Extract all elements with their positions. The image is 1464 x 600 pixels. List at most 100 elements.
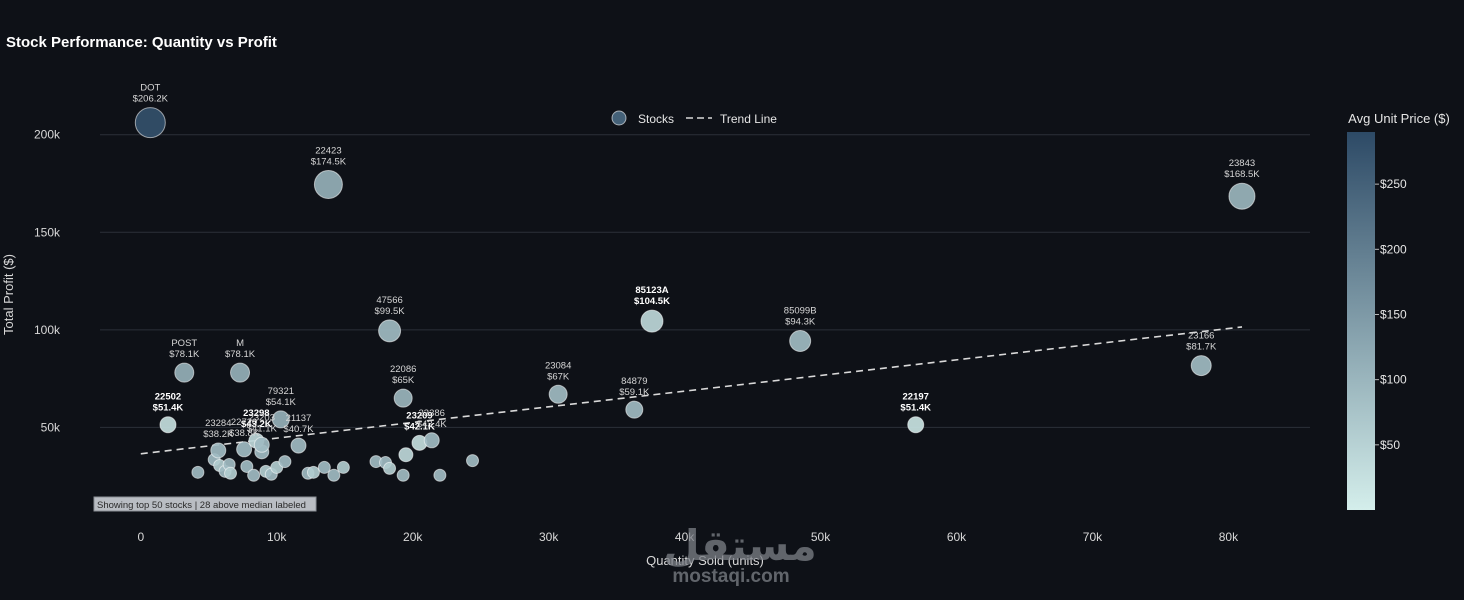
x-tick-label: 30k	[539, 530, 559, 544]
point-value-label: $43.2K	[241, 419, 272, 430]
y-tick-label: 50k	[41, 420, 61, 434]
data-point	[253, 436, 270, 453]
legend-label-stocks: Stocks	[638, 112, 674, 126]
data-point	[247, 468, 261, 482]
data-point	[236, 441, 253, 458]
point-code-label: M	[236, 338, 244, 349]
y-tick-label: 100k	[34, 323, 61, 337]
point-code-label: 22086	[390, 364, 416, 375]
point-value-label: $174.5K	[311, 156, 347, 167]
x-tick-label: 10k	[267, 530, 287, 544]
data-point	[191, 465, 205, 479]
point-code-label: 23203	[249, 412, 275, 423]
colorbar-strip	[1347, 132, 1375, 510]
y-tick-label: 150k	[34, 225, 61, 239]
x-tick-label: 50k	[811, 530, 831, 544]
trend-line	[140, 326, 1243, 455]
point-value-label: $38.2K	[203, 429, 234, 440]
data-point	[134, 107, 166, 139]
points-group	[134, 107, 1256, 482]
data-point	[466, 454, 480, 468]
point-value-label: $81.7K	[1186, 342, 1217, 353]
point-code-label: 23284	[205, 418, 231, 429]
data-point	[313, 169, 343, 199]
data-point	[396, 468, 410, 482]
data-point	[336, 460, 350, 474]
point-value-label: $67K	[547, 371, 570, 382]
point-value-label: $43.4K	[417, 419, 448, 430]
colorbar-tick-label: $150	[1380, 307, 1407, 321]
colorbar-tick-label: $200	[1380, 242, 1407, 256]
colorbar: Avg Unit Price ($) $50 $100 $150 $200 $250	[1347, 111, 1450, 510]
chart-title: Stock Performance: Quantity vs Profit	[6, 34, 277, 51]
colorbar-tick-label: $100	[1380, 373, 1407, 387]
x-tick-label: 40k	[675, 530, 695, 544]
data-point	[907, 416, 925, 434]
point-value-label: $54.1K	[266, 397, 297, 408]
point-value-label: $41.1K	[247, 423, 278, 434]
data-point	[789, 329, 812, 352]
data-point	[174, 362, 195, 383]
colorbar-title: Avg Unit Price ($)	[1348, 111, 1450, 126]
point-labels-group: DOT$206.2K 22423$174.5K 23843$168.5K 85123A…	[133, 83, 1261, 440]
point-code-label: 23386	[419, 408, 445, 419]
colorbar-tick-label: $250	[1380, 177, 1407, 191]
point-value-label: $65K	[392, 375, 415, 386]
data-point	[317, 460, 331, 474]
data-point	[306, 465, 320, 479]
point-value-label: $59.1K	[619, 387, 650, 398]
data-point	[159, 416, 177, 434]
watermark-latin: mostaqi.com	[672, 566, 789, 587]
x-axis-title: Quantity Sold (units)	[646, 553, 764, 568]
annotation-text: Showing top 50 stocks | 28 above median …	[97, 500, 306, 511]
y-tick-label: 200k	[34, 128, 61, 142]
legend[interactable]: Stocks Trend Line	[611, 110, 777, 126]
data-point	[378, 319, 402, 343]
data-point	[1228, 182, 1256, 210]
point-value-label: $40.7K	[283, 424, 314, 435]
x-tick-label: 0	[137, 530, 144, 544]
point-code-label: 21137	[286, 413, 312, 424]
point-code-label: 85123A	[635, 285, 668, 296]
point-code-label: DOT	[140, 83, 160, 94]
point-code-label: 23298	[243, 408, 269, 419]
data-point	[433, 468, 447, 482]
watermark-arabic: مستقل	[663, 522, 817, 569]
gridlines	[100, 134, 1310, 428]
point-value-label: $94.3K	[785, 316, 816, 327]
annotation-background	[93, 496, 317, 512]
point-code-label: POST	[171, 338, 197, 349]
data-point	[278, 455, 292, 469]
point-code-label: 79321	[268, 386, 294, 397]
legend-label-trend: Trend Line	[720, 112, 777, 126]
point-value-label: $78.1K	[169, 349, 200, 360]
data-point	[625, 400, 644, 419]
data-point	[224, 466, 238, 480]
point-code-label: 22502	[155, 392, 181, 403]
data-point	[640, 309, 664, 333]
axes-group: 50k 100k 150k 200k 0 10k 20k 30k 40k 50k 60k 70k 80k…	[1, 128, 1239, 568]
y-axis-title: Total Profit ($)	[1, 254, 16, 335]
point-value-label: $38.8K	[229, 428, 260, 439]
point-code-label: 23209	[406, 410, 432, 421]
point-value-label: $51.4K	[153, 403, 184, 414]
x-tick-label: 20k	[403, 530, 423, 544]
x-tick-label: 80k	[1219, 530, 1239, 544]
point-code-label: 84879	[621, 376, 647, 387]
data-point	[383, 461, 397, 475]
x-tick-label: 70k	[1083, 530, 1103, 544]
data-point	[240, 459, 254, 473]
point-value-label: $78.1K	[225, 349, 256, 360]
point-code-label: 22423	[315, 145, 341, 156]
data-point	[393, 388, 413, 408]
point-code-label: 23843	[1229, 158, 1255, 169]
colorbar-tick-label: $50	[1380, 438, 1400, 452]
data-point	[398, 447, 414, 463]
point-value-label: $42.1K	[404, 421, 435, 432]
point-value-label: $206.2K	[133, 94, 169, 105]
data-point	[230, 362, 251, 383]
data-point	[1190, 355, 1212, 377]
data-point	[290, 437, 307, 454]
point-code-label: 23166	[1188, 331, 1214, 342]
